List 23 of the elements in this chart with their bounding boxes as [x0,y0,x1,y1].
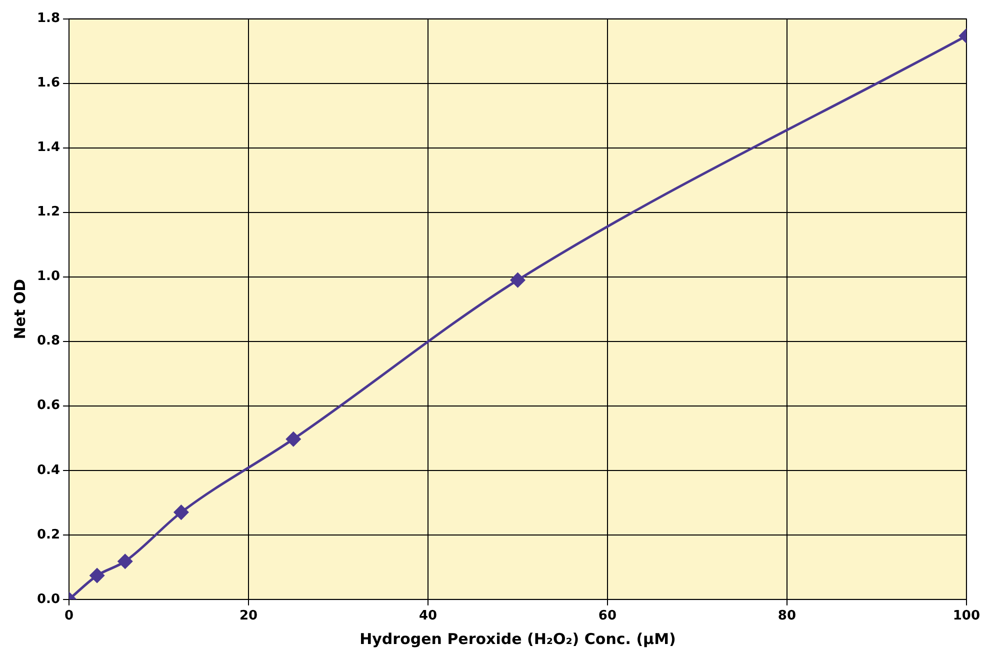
y-axis-title: Net OD [10,278,29,340]
x-tick-label: 80 [778,608,796,624]
x-tick-label: 60 [598,608,617,624]
x-tick-label: 100 [952,608,980,624]
y-tick-label: 0.8 [37,334,60,349]
point [174,505,188,520]
y-tick-label: 1.4 [37,140,60,156]
y-tick-label: 1.8 [37,11,60,26]
y-tick-label: 1.2 [37,204,60,220]
point [286,432,301,446]
y-tick-label: 1.6 [37,76,60,91]
x-tick-label: 40 [418,608,438,624]
y-tick-label: 0.6 [37,398,60,414]
x-tick-label: 0 [64,608,74,624]
point [90,568,104,583]
point [118,554,132,569]
y-tick-label: 0.0 [37,592,60,607]
point [510,272,525,288]
y-tick-label: 0.4 [37,462,60,478]
y-tick-label: 1.0 [37,269,60,284]
x-tick-label: 20 [239,608,258,624]
y-tick-label: 0.2 [37,527,60,542]
x-axis-title: Hydrogen Peroxide (H₂O₂) Conc. (µM) [360,630,676,648]
